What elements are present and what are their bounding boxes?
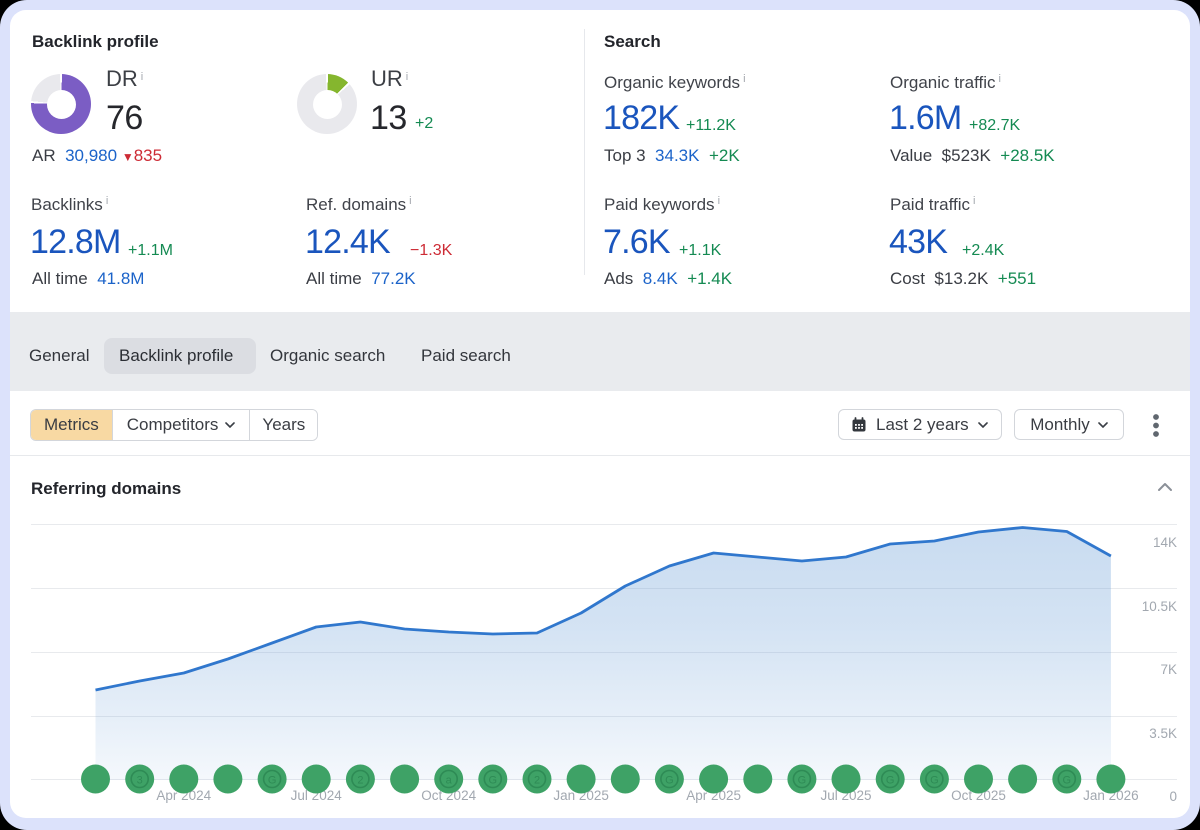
svg-text:Apr 2024: Apr 2024 (156, 788, 211, 803)
svg-text:10.5K: 10.5K (1142, 599, 1177, 614)
svg-text:G: G (665, 775, 674, 787)
svg-text:a: a (446, 775, 453, 787)
svg-text:G: G (489, 775, 498, 787)
svg-text:G: G (1063, 775, 1072, 787)
svg-text:2: 2 (357, 775, 363, 787)
svg-text:Oct 2024: Oct 2024 (421, 788, 476, 803)
svg-text:G: G (930, 775, 939, 787)
svg-text:2: 2 (534, 775, 540, 787)
svg-text:G: G (886, 775, 895, 787)
svg-text:Jul 2024: Jul 2024 (291, 788, 343, 803)
svg-text:7K: 7K (1160, 662, 1177, 677)
svg-text:14K: 14K (1153, 535, 1177, 550)
svg-text:Jan 2025: Jan 2025 (553, 788, 609, 803)
svg-text:0: 0 (1169, 789, 1177, 804)
svg-text:Apr 2025: Apr 2025 (686, 788, 741, 803)
svg-text:G: G (798, 775, 807, 787)
svg-text:3.5K: 3.5K (1149, 726, 1177, 741)
svg-text:Jan 2026: Jan 2026 (1083, 788, 1139, 803)
svg-text:Jul 2025: Jul 2025 (820, 788, 871, 803)
svg-text:3: 3 (137, 775, 143, 787)
svg-text:Oct 2025: Oct 2025 (951, 788, 1006, 803)
svg-text:G: G (268, 775, 277, 787)
